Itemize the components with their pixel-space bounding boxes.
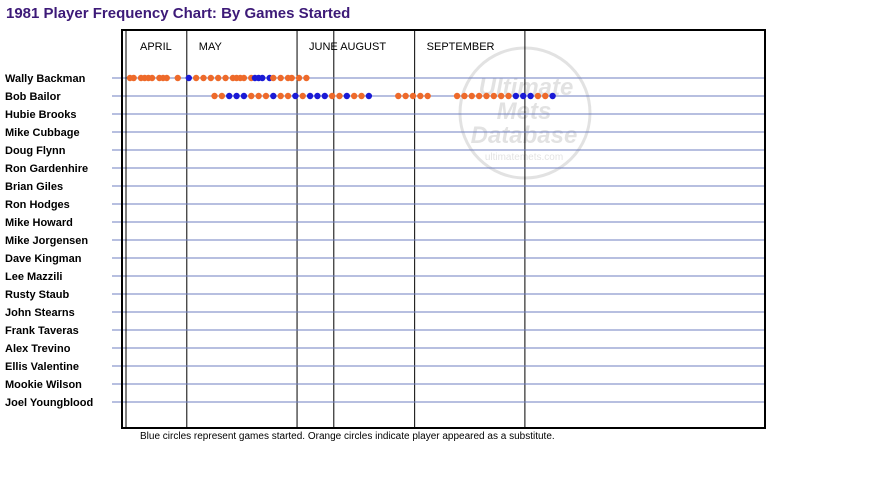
substitute-dot [490, 92, 498, 100]
substitute-dot [336, 92, 343, 100]
game-started-dot [233, 92, 240, 100]
player-name: Ellis Valentine [5, 361, 79, 373]
substitute-dot [395, 92, 402, 100]
substitute-dot [424, 92, 431, 100]
player-name: Wally Backman [5, 73, 86, 85]
substitute-dot [211, 92, 218, 100]
substitute-dot [409, 92, 417, 100]
month-label: JUNE AUGUST [309, 41, 386, 53]
substitute-dot [475, 92, 483, 100]
player-name: John Stearns [5, 307, 75, 319]
substitute-dot [328, 92, 336, 100]
substitute-dot [497, 92, 505, 100]
game-started-dot [240, 92, 248, 100]
player-name: Hubie Brooks [5, 109, 77, 121]
substitute-dot [192, 74, 200, 82]
substitute-dot [262, 92, 270, 100]
player-name: Mookie Wilson [5, 379, 82, 391]
player-name: Alex Trevino [5, 343, 71, 355]
player-name: Mike Jorgensen [5, 235, 88, 247]
player-name: Rusty Staub [5, 289, 69, 301]
substitute-dot [240, 74, 248, 82]
game-started-dot [512, 92, 520, 100]
player-name: Mike Cubbage [5, 127, 80, 139]
game-started-dot [343, 92, 351, 100]
substitute-dot [222, 74, 229, 82]
game-started-dot [185, 74, 192, 82]
substitute-dot [255, 92, 262, 100]
watermark-line-4: ultimatemets.com [485, 152, 563, 163]
substitute-dot [358, 92, 365, 100]
substitute-dot [453, 92, 461, 100]
substitute-dot [461, 92, 468, 100]
substitute-dot [468, 92, 475, 100]
player-name: Frank Taveras [5, 325, 79, 337]
substitute-dot [402, 92, 409, 100]
month-label: APRIL [140, 41, 172, 53]
game-started-dot [292, 92, 299, 100]
substitute-dot [303, 74, 310, 82]
watermark-line-2: Mets [497, 98, 552, 125]
substitute-dot [200, 74, 207, 82]
watermark-line-3: Database [471, 122, 578, 149]
substitute-dot [295, 74, 303, 82]
substitute-dot [350, 92, 358, 100]
substitute-dot [174, 74, 181, 82]
player-name: Doug Flynn [5, 145, 66, 157]
player-name: Dave Kingman [5, 253, 82, 265]
game-started-dot [321, 92, 328, 100]
substitute-dot [288, 74, 295, 82]
game-started-dot [520, 92, 527, 100]
player-name: Ron Gardenhire [5, 163, 88, 175]
game-started-dot [549, 92, 556, 100]
player-labels: Wally Backman Bob Bailor Hubie Brooks Mike … [5, 73, 93, 409]
substitute-dot [299, 92, 306, 100]
month-label: MAY [199, 41, 223, 53]
game-started-dot [314, 92, 321, 100]
game-started-dot [306, 92, 314, 100]
month-label: SEPTEMBER [427, 41, 495, 53]
substitute-dot [277, 74, 284, 82]
substitute-dot [505, 92, 512, 100]
game-started-dot [259, 74, 266, 82]
game-started-dot [226, 92, 233, 100]
substitute-dot [417, 92, 424, 100]
substitute-dot [284, 92, 292, 100]
substitute-dot [248, 92, 255, 100]
substitute-dot [207, 74, 215, 82]
player-name: Bob Bailor [5, 91, 61, 103]
substitute-dot [148, 74, 156, 82]
player-name: Joel Youngblood [5, 397, 93, 409]
game-started-dot [270, 92, 277, 100]
plot-frame [121, 29, 766, 429]
substitute-dot [163, 74, 170, 82]
game-started-dot [527, 92, 534, 100]
substitute-dot [277, 92, 284, 100]
player-name: Brian Giles [5, 181, 63, 193]
substitute-dot [270, 74, 277, 82]
player-name: Ron Hodges [5, 199, 70, 211]
substitute-dot [218, 92, 226, 100]
game-started-dot [365, 92, 373, 100]
substitute-dot [483, 92, 490, 100]
game-dots [126, 74, 556, 100]
player-name: Lee Mazzili [5, 271, 62, 283]
substitute-dot [534, 92, 542, 100]
player-name: Mike Howard [5, 217, 73, 229]
substitute-dot [130, 74, 137, 82]
plot-grid: APRIL MAY JUNE AUGUST SEPTEMBER [112, 30, 765, 428]
chart-caption: Blue circles represent games started. Or… [140, 431, 555, 442]
substitute-dot [542, 92, 549, 100]
substitute-dot [215, 74, 222, 82]
chart-title: 1981 Player Frequency Chart: By Games St… [6, 5, 351, 22]
